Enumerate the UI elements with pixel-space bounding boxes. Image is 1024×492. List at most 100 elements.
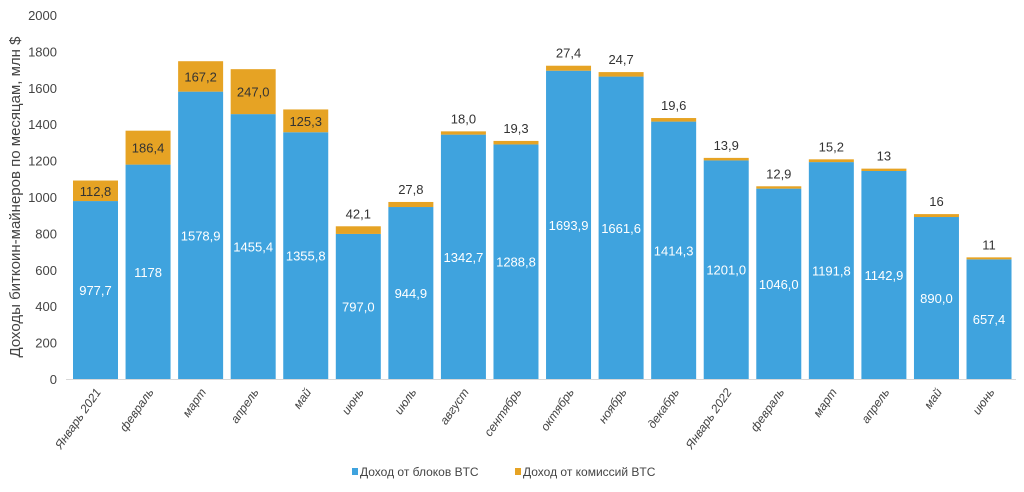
bars: 977,7 112,8 1178 186,4 1578,9 167,2 1455,4 247,… — [73, 46, 1012, 380]
bar-fees — [703, 157, 749, 161]
x-tick-label: март — [810, 386, 840, 420]
bar-blocks — [913, 217, 959, 379]
bar-fees — [230, 69, 276, 115]
bar-fees — [756, 186, 802, 189]
bar-blocks — [808, 162, 854, 379]
y-tick-label: 200 — [35, 336, 57, 351]
x-tick-label: февраль — [117, 386, 157, 434]
bar-blocks — [230, 114, 276, 380]
x-tick-label: июль — [391, 386, 419, 417]
bar-fees — [73, 180, 118, 202]
y-tick-label: 1800 — [28, 44, 57, 59]
bar-group: 890,0 16 — [913, 194, 959, 379]
bar-blocks — [125, 164, 171, 379]
y-tick-label: 0 — [50, 372, 57, 387]
label-blocks: 657,4 — [973, 312, 1006, 327]
bar-group: 1693,9 27,4 — [546, 46, 592, 379]
bar-blocks — [335, 233, 381, 379]
label-blocks: 1661,6 — [601, 221, 641, 236]
bar-fees — [651, 118, 697, 122]
bar-group: 1578,9 167,2 — [178, 61, 224, 379]
bar-group: 1142,9 13 — [861, 149, 907, 379]
bar-group: 1288,8 19,3 — [493, 121, 539, 379]
x-tick-label: Январь 2022 — [682, 385, 735, 452]
bar-blocks — [440, 134, 486, 379]
label-fees: 16 — [929, 194, 943, 209]
x-tick-label: Январь 2021 — [51, 386, 103, 453]
bar-fees — [808, 159, 854, 163]
x-tick-label: июнь — [970, 386, 998, 417]
bar-group: 1191,8 15,2 — [808, 139, 854, 379]
bar-fees — [388, 201, 434, 208]
x-tick-label: апрель — [228, 386, 262, 426]
y-tick-label: 1200 — [28, 154, 57, 169]
bar-group: 1201,0 13,9 — [703, 138, 749, 379]
legend-label-fees: Доход от комиссий BTC — [523, 465, 656, 479]
label-fees: 186,4 — [132, 141, 165, 156]
label-blocks: 1142,9 — [865, 268, 904, 283]
bar-group: 1355,8 125,3 — [283, 109, 329, 379]
bar-fees — [861, 168, 907, 171]
legend-swatch-fees — [515, 468, 521, 475]
bar-group: 944,9 27,8 — [388, 182, 434, 379]
bar-fees — [178, 61, 224, 92]
y-tick-label: 800 — [35, 226, 57, 241]
label-blocks: 797,0 — [342, 299, 375, 314]
y-axis: 0 200 400 600 800 1000 1200 1400 1600 1800 2000 — [28, 8, 57, 387]
label-fees: 12,9 — [766, 166, 791, 181]
bar-fees — [966, 257, 1012, 260]
bar-fees — [546, 65, 592, 71]
bar-group: 1455,4 247,0 — [230, 69, 276, 380]
label-fees: 247,0 — [237, 85, 270, 100]
label-fees: 24,7 — [608, 52, 633, 67]
legend: Доход от блоков BTC Доход от комиссий BT… — [352, 465, 656, 479]
x-tick-label: февраль — [747, 386, 787, 434]
x-tick-label: декабрь — [645, 386, 683, 431]
label-fees: 18,0 — [451, 111, 476, 126]
label-fees: 19,6 — [661, 98, 686, 113]
bar-fees — [125, 130, 171, 165]
bar-group: 1661,6 24,7 — [598, 52, 644, 379]
bar-blocks — [283, 132, 329, 379]
label-blocks: 1178 — [134, 265, 162, 280]
x-tick-label: ноябрь — [596, 386, 630, 426]
bar-blocks — [703, 160, 749, 379]
label-blocks: 1414,3 — [654, 243, 694, 258]
bar-group: 657,4 11 — [966, 237, 1012, 379]
label-blocks: 1693,9 — [549, 218, 589, 233]
y-tick-label: 1000 — [28, 190, 57, 205]
label-blocks: 1191,8 — [812, 264, 851, 279]
label-fees: 167,2 — [184, 69, 217, 84]
label-fees: 27,8 — [398, 182, 423, 197]
label-fees: 13 — [877, 149, 891, 164]
bar-fees — [440, 131, 486, 135]
x-tick-label: октябрь — [538, 386, 577, 434]
bar-blocks — [598, 76, 644, 379]
label-fees: 11 — [982, 237, 996, 252]
label-fees: 13,9 — [714, 138, 739, 153]
x-axis: Январь 2021 февраль март апрель май июнь июль а… — [51, 385, 997, 452]
y-tick-label: 600 — [35, 263, 57, 278]
label-fees: 19,3 — [503, 121, 528, 136]
label-blocks: 890,0 — [920, 291, 953, 306]
y-axis-label: Доходы биткоин-майнеров по месяцам, млн … — [7, 36, 24, 358]
bar-blocks — [388, 207, 434, 379]
bar-group: 1178 186,4 — [125, 130, 171, 379]
x-tick-label: август — [437, 386, 472, 428]
bar-blocks — [546, 70, 592, 379]
bar-group: 1046,0 12,9 — [756, 166, 802, 379]
bar-blocks — [966, 259, 1012, 379]
label-blocks: 1455,4 — [233, 240, 273, 255]
bar-blocks — [756, 188, 802, 379]
x-tick-label: сентябрь — [481, 386, 524, 439]
bar-fees — [913, 214, 959, 218]
bar-fees — [493, 140, 539, 145]
x-tick-label: май — [921, 385, 945, 411]
label-fees: 42,1 — [346, 206, 371, 221]
bar-group: 797,0 42,1 — [335, 206, 381, 379]
legend-swatch-blocks — [352, 468, 358, 475]
bar-group: 1342,7 18,0 — [440, 111, 486, 379]
y-tick-label: 400 — [35, 299, 57, 314]
bar-blocks — [73, 201, 118, 379]
